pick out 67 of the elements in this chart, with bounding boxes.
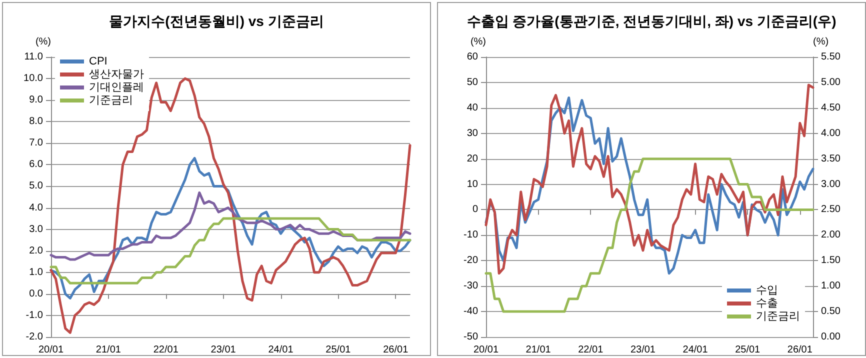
y-tick-label: 10 [466, 178, 478, 190]
y-tick-label: 7.0 [29, 138, 44, 149]
y-tick-label: 60 [466, 52, 478, 62]
x-tick-label: 25/01 [735, 344, 761, 356]
y-tick-label: 40 [466, 102, 478, 114]
y2-tick-label: 2.50 [821, 204, 841, 216]
y-tick-label: -2.0 [26, 332, 44, 342]
y-tick-label: 3.0 [29, 224, 44, 235]
y-tick-label: 11.0 [24, 52, 44, 62]
y-tick-label: -10 [464, 230, 478, 241]
x-tick-label: 23/01 [210, 344, 236, 356]
line-series [50, 217, 412, 284]
y-axis-title: (%) [470, 36, 486, 48]
legend-label: CPI [89, 56, 108, 68]
x-tick-label: 21/01 [526, 344, 552, 356]
y2-tick-label: 3.00 [821, 178, 841, 190]
x-tick-label: 25/01 [326, 344, 352, 356]
chart-title: 물가지수(전년동월비) vs 기준금리 [109, 13, 324, 29]
legend-label: 기대인플레 [89, 82, 144, 94]
x-tick-label: 24/01 [682, 344, 708, 356]
x-tick-label: 26/01 [787, 344, 813, 356]
legend-label: 수입 [756, 284, 778, 296]
x-tick-label: 20/01 [38, 344, 64, 356]
x-tick-label: 22/01 [153, 344, 179, 356]
y-tick-label: -30 [464, 280, 478, 292]
y-tick-label: 20 [466, 153, 478, 164]
y2-tick-label: 0.50 [821, 306, 841, 318]
y2-tick-label: 1.50 [821, 255, 841, 266]
legend-label: 생산자물가 [89, 68, 144, 80]
x-tick-label: 24/01 [268, 344, 294, 356]
y-axis-title: (%) [35, 36, 51, 48]
y2-tick-label: 4.00 [821, 128, 841, 139]
chart-title: 수출입 증가율(통관기준, 전년동기대비, 좌) vs 기준금리(우) [466, 13, 836, 29]
x-tick-label: 22/01 [578, 344, 604, 356]
y2-tick-label: 1.00 [821, 280, 841, 292]
y2-tick-label: 5.50 [821, 52, 841, 62]
y-tick-label: 6.0 [29, 159, 44, 170]
y2-tick-label: 4.50 [821, 102, 841, 114]
y2-axis-title: (%) [813, 36, 829, 48]
y2-tick-label: 3.50 [821, 153, 841, 164]
legend-label: 기준금리 [756, 310, 800, 322]
y-tick-label: 2.0 [29, 245, 44, 256]
y-tick-label: -20 [464, 255, 478, 266]
y-tick-label: -50 [464, 332, 478, 342]
line-series [484, 158, 814, 313]
y2-tick-label: 5.00 [821, 76, 841, 88]
y-tick-label: 8.0 [29, 116, 44, 128]
line-series [50, 191, 412, 261]
legend-label: 기준금리 [89, 94, 133, 106]
x-tick-label: 23/01 [630, 344, 656, 356]
y-tick-label: 50 [466, 76, 478, 88]
y-tick-label: 4.0 [29, 202, 44, 214]
y2-tick-label: 0.00 [821, 332, 841, 342]
y-tick-label: 30 [466, 128, 478, 139]
x-tick-label: 26/01 [383, 344, 409, 356]
y-tick-label: 0 [472, 204, 478, 216]
y-tick-label: 9.0 [29, 94, 44, 106]
legend-label: 수출 [756, 298, 778, 310]
y-tick-label: 5.0 [29, 180, 44, 192]
x-tick-label: 21/01 [96, 344, 122, 356]
y-tick-label: 1.0 [29, 266, 44, 278]
y-tick-label: -40 [464, 306, 478, 318]
y-tick-label: 10.0 [24, 73, 44, 84]
y2-tick-label: 2.00 [821, 230, 841, 241]
y-tick-label: -1.0 [26, 310, 44, 321]
y-tick-label: 0.0 [29, 288, 44, 300]
x-tick-label: 20/01 [473, 344, 499, 356]
